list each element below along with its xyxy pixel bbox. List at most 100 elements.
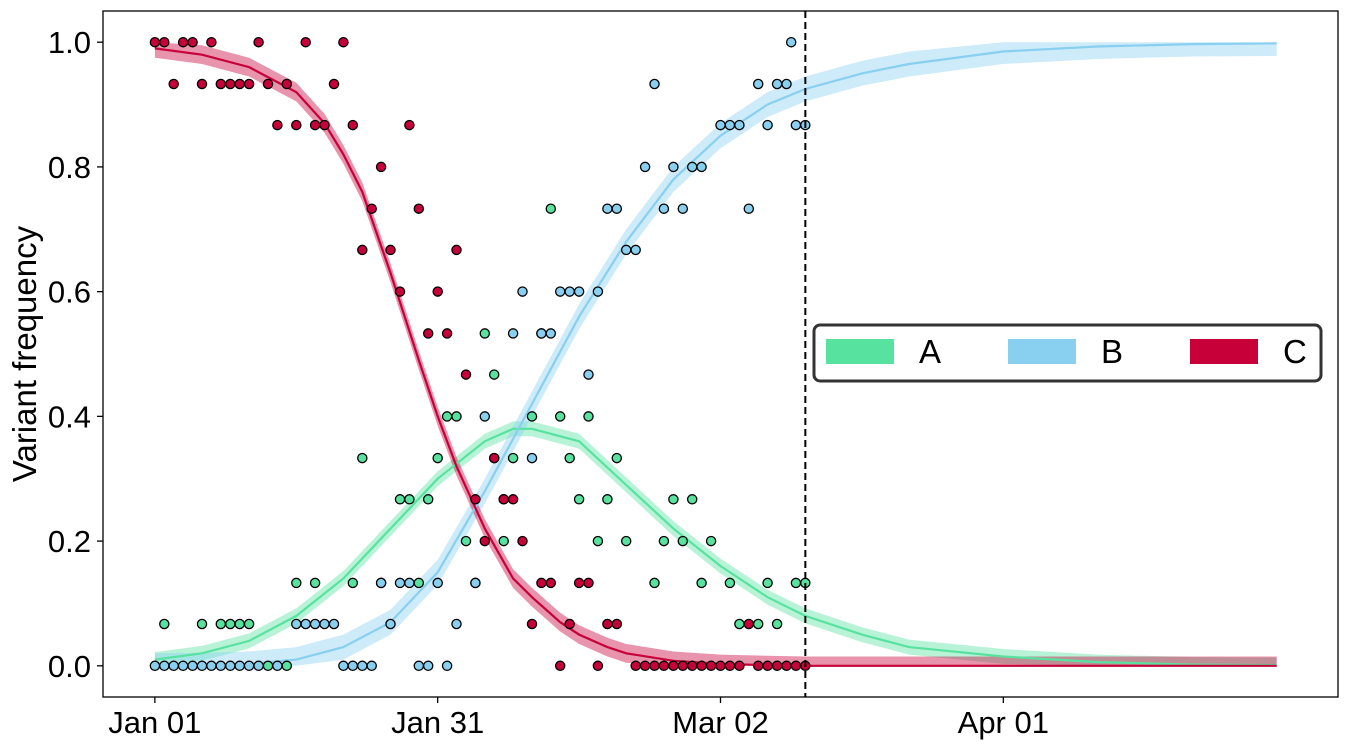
point-a: [404, 494, 415, 505]
point-c: [319, 119, 330, 131]
point-a: [432, 452, 443, 464]
point-c: [272, 119, 283, 131]
y-tick-label: 1.0: [48, 25, 91, 60]
point-b: [300, 618, 311, 630]
point-a: [583, 411, 594, 422]
point-c: [677, 660, 689, 672]
point-c: [385, 244, 396, 256]
point-c: [554, 660, 566, 672]
point-c: [498, 494, 509, 505]
point-b: [592, 286, 604, 297]
x-tick-label: Apr 01: [958, 705, 1049, 740]
point-b: [479, 411, 491, 422]
point-a: [668, 494, 679, 505]
point-a: [507, 452, 519, 464]
legend-label-a: A: [919, 333, 941, 370]
point-c: [762, 660, 773, 672]
point-b: [404, 577, 415, 589]
point-a: [602, 494, 613, 505]
point-b: [375, 577, 387, 589]
point-b: [291, 618, 302, 630]
point-b: [545, 328, 557, 339]
point-a: [564, 452, 575, 464]
point-a: [686, 494, 698, 505]
point-b: [451, 618, 462, 630]
point-a: [734, 618, 745, 630]
point-c: [196, 78, 208, 90]
y-tick-label: 0.6: [48, 275, 91, 310]
point-b: [564, 286, 575, 297]
point-b: [338, 660, 349, 672]
data-points: [149, 36, 811, 672]
point-b: [432, 577, 443, 589]
point-c: [422, 328, 434, 339]
point-c: [441, 328, 453, 339]
point-a: [234, 618, 245, 630]
y-axis-label: Variant frequency: [6, 225, 43, 482]
point-b: [470, 577, 481, 589]
point-a: [159, 618, 170, 630]
point-b: [790, 119, 802, 131]
fit-line-a: [154, 427, 1277, 667]
point-c: [488, 452, 500, 464]
point-b: [668, 161, 679, 173]
point-c: [149, 36, 161, 48]
point-b: [658, 203, 670, 214]
point-c: [187, 36, 198, 48]
point-b: [686, 161, 698, 173]
point-b: [413, 660, 425, 672]
point-b: [630, 244, 641, 256]
point-b: [272, 660, 283, 672]
point-a: [357, 452, 368, 464]
point-a: [611, 452, 623, 464]
y-tick-label: 0.8: [48, 150, 91, 185]
x-tick-label: Jan 01: [108, 705, 201, 740]
point-c: [432, 286, 443, 297]
legend-swatch-a: [826, 339, 894, 364]
point-c: [451, 244, 462, 256]
point-b: [507, 328, 519, 339]
point-b: [394, 577, 406, 589]
legend-swatch-c: [1190, 339, 1258, 364]
point-b: [602, 203, 613, 214]
point-c: [168, 78, 179, 90]
y-tick-label: 0.4: [48, 399, 91, 434]
point-b: [752, 78, 764, 90]
point-b: [159, 660, 170, 672]
legend-label-c: C: [1283, 333, 1307, 370]
point-b: [366, 660, 377, 672]
point-a: [752, 618, 764, 630]
point-b: [781, 78, 792, 90]
point-c: [413, 203, 425, 214]
point-b: [715, 119, 726, 131]
point-c: [291, 119, 302, 131]
point-a: [225, 618, 236, 630]
point-b: [517, 286, 528, 297]
point-b: [319, 618, 330, 630]
point-a: [724, 577, 736, 589]
point-b: [177, 660, 189, 672]
point-c: [309, 119, 321, 131]
point-c: [357, 244, 368, 256]
point-c: [479, 535, 491, 547]
point-b: [187, 660, 198, 672]
point-a: [488, 369, 500, 380]
point-b: [206, 660, 217, 672]
legend: A B C: [812, 323, 1323, 383]
point-b: [347, 660, 359, 672]
point-c: [592, 660, 604, 672]
point-c: [300, 36, 311, 48]
point-c: [724, 660, 736, 672]
point-c: [743, 618, 755, 630]
point-a: [347, 577, 359, 589]
point-c: [696, 660, 707, 672]
point-c: [781, 660, 792, 672]
point-b: [771, 78, 783, 90]
point-c: [234, 78, 245, 90]
point-c: [159, 36, 170, 48]
point-b: [639, 161, 651, 173]
point-c: [630, 660, 641, 672]
point-a: [771, 618, 783, 630]
point-a: [243, 618, 255, 630]
